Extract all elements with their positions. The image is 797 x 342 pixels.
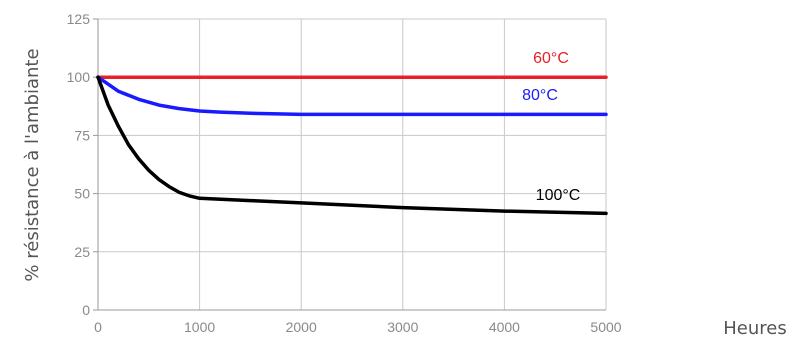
y-tick-label-125: 125 xyxy=(67,11,91,27)
axes xyxy=(93,18,606,311)
y-tick-label-100: 100 xyxy=(67,69,91,85)
x-tick-label-2000: 2000 xyxy=(286,319,317,335)
y-tick-label-0: 0 xyxy=(82,302,90,318)
x-tick-label-0: 0 xyxy=(94,319,102,335)
y-tick-label-50: 50 xyxy=(74,186,90,202)
series-lines xyxy=(96,75,608,216)
series-label-100c: 100°C xyxy=(536,187,581,204)
y-tick-label-25: 25 xyxy=(74,244,90,260)
x-tick-label-3000: 3000 xyxy=(387,319,418,335)
y-axis-title: % résistance à l'ambiante xyxy=(22,48,43,281)
series-line-80c xyxy=(96,75,608,117)
grid xyxy=(98,18,607,310)
series-line-100c xyxy=(96,75,608,216)
x-tick-label-5000: 5000 xyxy=(590,319,621,335)
x-tick-label-4000: 4000 xyxy=(489,319,520,335)
y-tick-label-75: 75 xyxy=(74,127,90,143)
x-tick-label-1000: 1000 xyxy=(184,319,215,335)
series-label-60c: 60°C xyxy=(533,50,569,67)
labels: 0 1000 2000 3000 4000 5000 0 25 50 75 100 125 60°C 80… xyxy=(22,11,787,339)
series-label-80c: 80°C xyxy=(522,87,558,104)
x-axis-title: Heures xyxy=(723,318,786,339)
